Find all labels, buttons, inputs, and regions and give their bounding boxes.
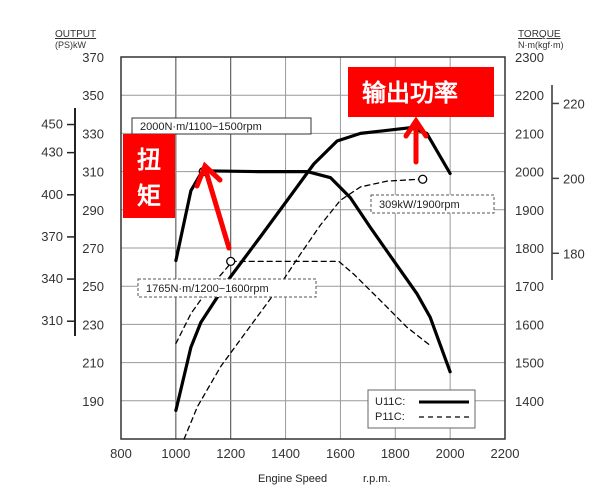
p11c-torque-curve [175,260,431,347]
p11c-output-curve [183,178,421,440]
right-axis-unit: N·m(kgf·m) [518,40,564,50]
peak-marker [418,174,428,184]
ps-tick-label: 340 [41,271,63,286]
peak-marker [226,256,236,267]
x-tick-label: 800 [110,446,132,461]
x-tick-labels: 800 1000 1200 1400 1600 1800 2000 2200 [110,446,519,461]
x-tick-label: 1200 [216,446,245,461]
kw-tick-label: 230 [82,317,104,332]
p11c-torque-label: 1765N·m/1200−1600rpm [146,283,269,295]
nm-tick-label: 1500 [515,356,544,371]
p11c-output-label-box [370,194,495,214]
u11c-torque-label: 2000N·m/1100−1500rpm [140,121,262,133]
kgfm-tick-label: 220 [563,96,585,111]
kw-tick-label: 290 [82,203,104,218]
nm-tick-label: 1600 [515,317,544,332]
ps-tick-label: 370 [41,229,63,244]
nm-tick-label: 2300 [515,50,544,65]
kw-tick-label: 370 [82,50,104,65]
output-callout-text: 输出功率 [362,79,458,107]
kw-tick-label: 210 [82,356,104,371]
ps-tick-label: 430 [41,145,63,160]
x-tick-label: 1000 [161,446,190,461]
legend [367,389,476,429]
kw-tick-label: 330 [82,126,104,141]
kw-tick-label: 250 [82,279,104,294]
torque-arrow-icon [194,161,232,251]
plot-frame [120,56,506,440]
kgfm-tick-label: 180 [563,246,585,261]
ps-tick-label: 310 [41,313,63,328]
torque-callout-char-2: 矩 [137,182,161,210]
output-arrow-icon [403,116,429,165]
legend-u11c-label: U11C: [375,396,405,408]
x-tick-label: 2000 [436,446,465,461]
right-tick-labels: 2300 2200 2100 2000 1900 1800 1700 1600 1500 1400… [515,50,585,409]
kgfm-tick-label: 200 [563,171,585,186]
torque-callout-char-1: 扭 [137,146,161,174]
x-axis-label: Engine Speed [258,473,327,485]
kw-tick-label: 270 [82,241,104,256]
left-axis-title: OUTPUT [55,29,96,40]
nm-tick-label: 1400 [515,394,544,409]
legend-p11c-label: P11C: [375,411,405,423]
u11c-torque-label-box [131,117,312,135]
torque-callout [123,134,175,218]
nm-tick-label: 1800 [515,241,544,256]
p11c-output-label: 309kW/1900rpm [379,199,460,211]
left-axis-unit: (PS)kW [55,40,87,50]
left-tick-labels: 370 350 330 310 290 270 250 230 210 190 450 430 400 3… [41,50,104,409]
nm-tick-label: 2100 [515,126,544,141]
kw-tick-label: 190 [82,394,104,409]
ps-tick-label: 400 [41,187,63,202]
x-axis-unit: r.p.m. [363,473,391,485]
output-callout [348,67,494,117]
nm-tick-label: 1900 [515,203,544,218]
kw-tick-label: 310 [82,165,104,180]
x-tick-label: 2200 [491,446,520,461]
nm-tick-label: 2000 [515,165,544,180]
right-axis-title: TORQUE [518,29,561,40]
p11c-torque-label-box [137,278,317,298]
nm-tick-label: 2200 [515,88,544,103]
ps-tick-label: 450 [41,117,63,132]
kw-tick-label: 350 [82,88,104,103]
x-tick-label: 1600 [326,446,355,461]
x-tick-label: 1400 [271,446,300,461]
nm-tick-label: 1700 [515,279,544,294]
x-tick-label: 1800 [381,446,410,461]
